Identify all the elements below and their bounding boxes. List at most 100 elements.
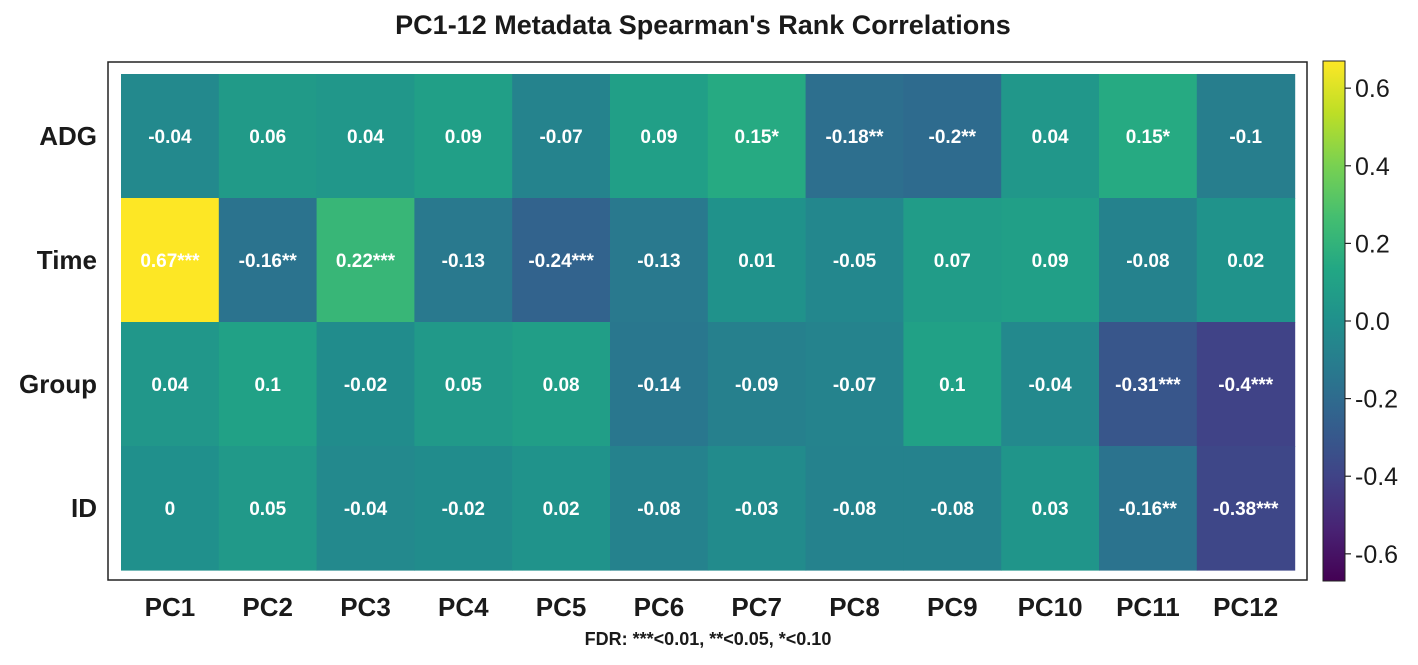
x-tick-label-pc4: PC4	[438, 592, 489, 622]
cell-value-label: -0.05	[833, 251, 877, 272]
cell-value-label: -0.16**	[239, 251, 298, 272]
heatmap-cell-group-pc5	[512, 322, 611, 447]
heatmap-cell-adg-pc12	[1196, 74, 1296, 199]
heatmap-cell-labels: -0.04 0.06 0.04 0.09 -0.07 0.09 0.15* -0.18** -0…	[140, 127, 1279, 520]
colorbar-tick-label: 0.2	[1355, 230, 1390, 258]
heatmap-cell-group-pc6	[610, 322, 709, 447]
heatmap-cell-adg-pc8	[805, 74, 904, 199]
heatmap-cell-group-pc11	[1099, 322, 1198, 447]
heatmap-cell-time-pc7	[707, 198, 807, 323]
heatmap-cell-adg-pc2	[218, 74, 318, 199]
colorbar-tick-label: -0.4	[1355, 463, 1398, 491]
cell-value-label: -0.03	[735, 499, 778, 520]
y-tick-label-adg: ADG	[39, 121, 97, 151]
x-tick-label-pc10: PC10	[1018, 592, 1083, 622]
heatmap-cell-adg-pc3	[316, 74, 415, 199]
cell-value-label: -0.31***	[1115, 375, 1181, 396]
cell-value-label: 0.02	[1227, 251, 1264, 272]
colorbar-ticks: 0.6 0.4 0.2 0.0 -0.2 -0.4 -0.6	[1345, 75, 1398, 569]
cell-value-label: 0.02	[543, 499, 580, 520]
heatmap-cell-group-pc3	[316, 322, 415, 447]
cell-value-label: 0.67***	[140, 251, 200, 272]
cell-value-label: 0.15*	[735, 127, 780, 148]
cell-value-label: 0.22***	[336, 251, 396, 272]
heatmap-cell-id-pc2	[218, 446, 318, 571]
heatmap-cell-id-pc11	[1099, 446, 1198, 571]
heatmap-cell-id-pc6	[610, 446, 709, 571]
colorbar-tick-label: 0.0	[1355, 308, 1390, 336]
x-tick-label-pc12: PC12	[1213, 592, 1278, 622]
heatmap-cell-adg-pc7	[707, 74, 807, 199]
heatmap-cell-group-pc1	[121, 322, 220, 447]
y-axis-labels: ADG Time Group ID	[19, 121, 97, 523]
x-tick-label-pc1: PC1	[145, 592, 196, 622]
cell-value-label: -0.14	[637, 375, 681, 396]
x-tick-label-pc9: PC9	[927, 592, 978, 622]
cell-value-label: -0.04	[148, 127, 192, 148]
cell-value-label: -0.24***	[528, 251, 594, 272]
x-tick-label-pc5: PC5	[536, 592, 587, 622]
cell-value-label: -0.04	[344, 499, 388, 520]
x-axis-labels: PC1 PC2 PC3 PC4 PC5 PC6 PC7 PC8 PC9 PC10 PC11 PC12	[145, 592, 1279, 622]
heatmap-cell-time-pc1	[121, 198, 220, 323]
heatmap-cell-time-pc12	[1196, 198, 1296, 323]
cell-value-label: -0.1	[1229, 127, 1262, 148]
heatmap-cell-group-pc4	[414, 322, 513, 447]
cell-value-label: 0.15*	[1126, 127, 1171, 148]
cell-value-label: 0.04	[1032, 127, 1069, 148]
x-tick-label-pc7: PC7	[731, 592, 782, 622]
heatmap-cell-time-pc9	[903, 198, 1002, 323]
heatmap-cell-id-pc1	[121, 446, 220, 571]
heatmap-cell-time-pc8	[805, 198, 904, 323]
cell-value-label: 0.04	[151, 375, 188, 396]
heatmap-cell-time-pc5	[512, 198, 611, 323]
cell-value-label: -0.38***	[1213, 499, 1279, 520]
chart-title: PC1-12 Metadata Spearman's Rank Correlat…	[395, 10, 1011, 40]
cell-value-label: 0.09	[445, 127, 482, 148]
x-tick-label-pc8: PC8	[829, 592, 880, 622]
cell-value-label: 0.08	[543, 375, 580, 396]
heatmap-cell-adg-pc10	[1001, 74, 1100, 199]
colorbar-tick-label: -0.2	[1355, 386, 1398, 414]
heatmap-cell-group-pc9	[903, 322, 1002, 447]
fdr-note: FDR: ***<0.01, **<0.05, *<0.10	[585, 629, 832, 649]
cell-value-label: 0	[165, 499, 176, 520]
cell-value-label: -0.08	[931, 499, 974, 520]
cell-value-label: -0.07	[539, 127, 582, 148]
cell-value-label: -0.13	[442, 251, 485, 272]
heatmap-cell-time-pc6	[610, 198, 709, 323]
cell-value-label: -0.08	[833, 499, 876, 520]
y-tick-label-time: Time	[37, 245, 97, 275]
cell-value-label: 0.06	[249, 127, 286, 148]
colorbar-tick-label: 0.6	[1355, 75, 1390, 103]
heatmap-cells	[121, 74, 1296, 571]
heatmap-cell-time-pc2	[218, 198, 318, 323]
colorbar-tick-label: -0.6	[1355, 541, 1398, 569]
cell-value-label: -0.2**	[929, 127, 977, 148]
cell-value-label: 0.01	[738, 251, 775, 272]
y-tick-label-id: ID	[71, 493, 97, 523]
cell-value-label: 0.03	[1032, 499, 1069, 520]
cell-value-label: -0.07	[833, 375, 876, 396]
heatmap-cell-group-pc8	[805, 322, 904, 447]
cell-value-label: 0.07	[934, 251, 971, 272]
heatmap-cell-id-pc12	[1196, 446, 1296, 571]
heatmap-cell-time-pc3	[316, 198, 415, 323]
heatmap-cell-group-pc7	[707, 322, 807, 447]
heatmap-cell-adg-pc11	[1099, 74, 1198, 199]
cell-value-label: -0.4***	[1218, 375, 1274, 396]
colorbar-tick-label: 0.4	[1355, 153, 1390, 181]
heatmap-cell-adg-pc1	[121, 74, 220, 199]
heatmap-cell-id-pc10	[1001, 446, 1100, 571]
y-tick-label-group: Group	[19, 369, 97, 399]
heatmap-cell-time-pc4	[414, 198, 513, 323]
cell-value-label: -0.02	[344, 375, 387, 396]
heatmap-cell-id-pc9	[903, 446, 1002, 571]
x-tick-label-pc6: PC6	[634, 592, 685, 622]
cell-value-label: 0.1	[939, 375, 966, 396]
heatmap-cell-id-pc4	[414, 446, 513, 571]
x-tick-label-pc2: PC2	[242, 592, 293, 622]
heatmap-cell-group-pc2	[218, 322, 318, 447]
cell-value-label: 0.05	[249, 499, 286, 520]
